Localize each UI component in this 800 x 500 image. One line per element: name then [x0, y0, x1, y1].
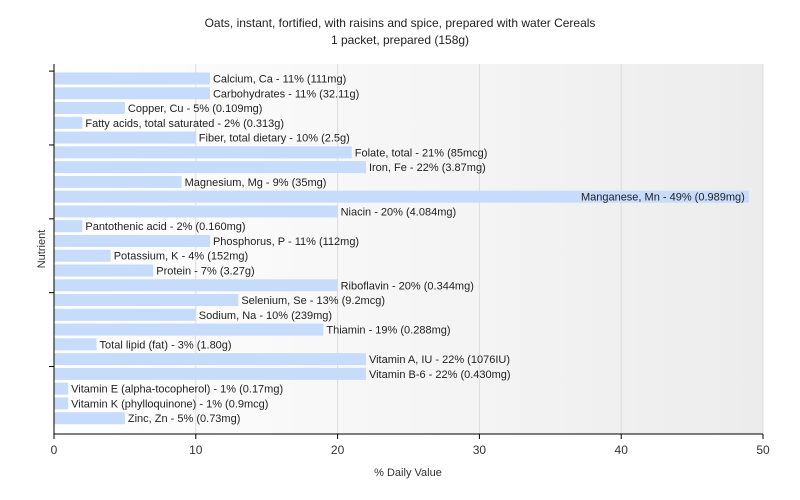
bar: [54, 353, 366, 366]
x-tick-label: 0: [51, 443, 58, 457]
bar-label: Thiamin - 19% (0.288mg): [326, 325, 450, 337]
bar-label: Protein - 7% (3.27g): [156, 266, 254, 278]
bar: [54, 131, 196, 144]
bar-label: Potassium, K - 4% (152mg): [114, 251, 249, 263]
bar: [54, 264, 154, 277]
bar-label: Manganese, Mn - 49% (0.989mg): [581, 192, 745, 204]
bar-label: Calcium, Ca - 11% (111mg): [213, 74, 346, 86]
bar-label: Pantothenic acid - 2% (0.160mg): [85, 221, 245, 233]
x-axis-label: % Daily Value: [374, 467, 442, 479]
chart-subtitle: 1 packet, prepared (158g): [331, 33, 469, 47]
bar: [54, 308, 196, 321]
bar: [54, 87, 210, 100]
bar: [54, 279, 338, 292]
bar: [54, 397, 69, 410]
axes: 0 10 20 30 40 50: [49, 64, 770, 457]
x-tick-label: 40: [615, 443, 629, 457]
bar-label: Vitamin K (phylloquinone) - 1% (0.9mcg): [71, 398, 268, 410]
bar: [54, 234, 210, 247]
bar-label: Total lipid (fat) - 3% (1.80g): [100, 339, 232, 351]
chart-title: Oats, instant, fortified, with raisins a…: [205, 16, 596, 30]
bar-label: Selenium, Se - 13% (9.2mcg): [241, 295, 385, 307]
x-tick-label: 20: [331, 443, 345, 457]
bar-label: Folate, total - 21% (85mcg): [355, 147, 488, 159]
x-tick-label: 30: [473, 443, 487, 457]
bar: [54, 338, 97, 351]
bar: [54, 382, 69, 395]
bar-label: Iron, Fe - 22% (3.87mg): [369, 162, 486, 174]
bar: [54, 220, 83, 233]
bar: [54, 412, 125, 425]
bar-label: Magnesium, Mg - 9% (35mg): [185, 177, 327, 189]
bar-label: Riboflavin - 20% (0.344mg): [341, 280, 474, 292]
bar-label: Fiber, total dietary - 10% (2.5g): [199, 133, 350, 145]
bar: [54, 72, 210, 85]
bar-label: Niacin - 20% (4.084mg): [341, 206, 457, 218]
bar-label: Fatty acids, total saturated - 2% (0.313…: [85, 118, 284, 130]
bar: [54, 190, 749, 203]
bar: [54, 116, 83, 129]
bar: [54, 294, 239, 307]
bar-label: Vitamin A, IU - 22% (1076IU): [369, 354, 510, 366]
bar-label: Sodium, Na - 10% (239mg): [199, 310, 332, 322]
bar: [54, 146, 352, 159]
bar: [54, 175, 182, 188]
bar-label: Zinc, Zn - 5% (0.73mg): [128, 413, 240, 425]
bars: Calcium, Ca - 11% (111mg) Carbohydrates -…: [54, 72, 749, 425]
bar: [54, 249, 111, 262]
bar: [54, 161, 366, 174]
bar-label: Carbohydrates - 11% (32.11g): [213, 88, 359, 100]
bar-label: Copper, Cu - 5% (0.109mg): [128, 103, 263, 115]
y-axis-label: Nutrient: [36, 230, 48, 269]
bar-label: Vitamin B-6 - 22% (0.430mg): [369, 369, 511, 381]
bar-label: Vitamin E (alpha-tocopherol) - 1% (0.17m…: [71, 384, 283, 396]
x-tick-label: 10: [189, 443, 203, 457]
bar: [54, 102, 125, 115]
bar: [54, 323, 324, 336]
bar: [54, 205, 338, 218]
bar: [54, 367, 366, 380]
bar-label: Phosphorus, P - 11% (112mg): [213, 236, 359, 248]
x-tick-label: 50: [756, 443, 770, 457]
